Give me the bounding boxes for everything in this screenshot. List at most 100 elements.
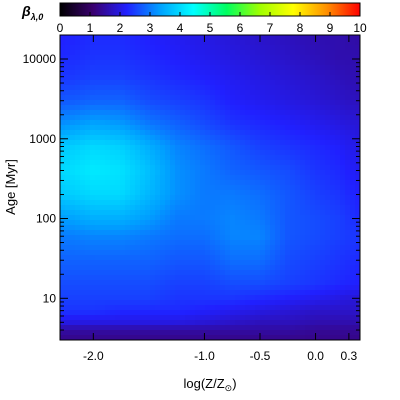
heatmap-cell bbox=[305, 35, 311, 41]
heatmap-cell bbox=[65, 260, 71, 266]
heatmap-cell bbox=[275, 230, 281, 236]
heatmap-cell bbox=[195, 90, 201, 96]
heatmap-cell bbox=[255, 105, 261, 111]
heatmap-cell bbox=[245, 230, 251, 236]
heatmap-cell bbox=[200, 100, 206, 106]
heatmap-cell bbox=[95, 305, 101, 311]
heatmap-cell bbox=[65, 125, 71, 131]
heatmap-cell bbox=[65, 255, 71, 261]
heatmap-cell bbox=[140, 245, 146, 251]
heatmap-cell bbox=[225, 110, 231, 116]
heatmap-cell bbox=[75, 280, 81, 286]
heatmap-cell bbox=[210, 130, 216, 136]
heatmap-cell bbox=[200, 315, 206, 321]
heatmap-cell bbox=[190, 255, 196, 261]
heatmap-cell bbox=[315, 120, 321, 126]
heatmap-cell bbox=[155, 305, 161, 311]
heatmap-cell bbox=[190, 325, 196, 331]
heatmap-cell bbox=[300, 85, 306, 91]
heatmap-cell bbox=[130, 260, 136, 266]
heatmap-cell bbox=[355, 265, 360, 271]
heatmap-cell bbox=[300, 35, 306, 41]
heatmap-cell bbox=[300, 240, 306, 246]
heatmap-cell bbox=[85, 155, 91, 161]
heatmap-cell bbox=[80, 330, 86, 336]
heatmap-cell bbox=[165, 100, 171, 106]
heatmap-cell bbox=[265, 45, 271, 51]
heatmap-cell bbox=[320, 140, 326, 146]
heatmap-cell bbox=[290, 190, 296, 196]
heatmap-cell bbox=[240, 80, 246, 86]
heatmap-cell bbox=[220, 195, 226, 201]
heatmap-cell bbox=[185, 115, 191, 121]
heatmap-cell bbox=[80, 190, 86, 196]
heatmap-cell bbox=[75, 240, 81, 246]
heatmap-cell bbox=[230, 80, 236, 86]
heatmap-cell bbox=[330, 285, 336, 291]
heatmap-cell bbox=[210, 165, 216, 171]
heatmap-cell bbox=[300, 140, 306, 146]
heatmap-cell bbox=[185, 50, 191, 56]
heatmap-cell bbox=[135, 65, 141, 71]
heatmap-cell bbox=[310, 330, 316, 336]
heatmap-cell bbox=[175, 265, 181, 271]
heatmap-cell bbox=[235, 95, 241, 101]
heatmap-cell bbox=[195, 55, 201, 61]
heatmap-cell bbox=[205, 75, 211, 81]
heatmap-cell bbox=[130, 50, 136, 56]
heatmap-cell bbox=[215, 245, 221, 251]
heatmap-cell bbox=[245, 140, 251, 146]
heatmap-cell bbox=[160, 330, 166, 336]
heatmap-cell bbox=[215, 330, 221, 336]
heatmap-cell bbox=[250, 315, 256, 321]
heatmap-cell bbox=[310, 200, 316, 206]
heatmap-cell bbox=[200, 255, 206, 261]
heatmap-cell bbox=[195, 215, 201, 221]
heatmap-cell bbox=[350, 110, 356, 116]
heatmap-cell bbox=[350, 300, 356, 306]
heatmap-cell bbox=[350, 40, 356, 46]
heatmap-cell bbox=[245, 75, 251, 81]
heatmap-cell bbox=[260, 35, 266, 41]
heatmap-cell bbox=[290, 220, 296, 226]
heatmap-cell bbox=[200, 265, 206, 271]
heatmap-cell bbox=[150, 65, 156, 71]
heatmap-cell bbox=[265, 295, 271, 301]
heatmap-cell bbox=[245, 220, 251, 226]
heatmap-cell bbox=[65, 275, 71, 281]
heatmap-cell bbox=[150, 325, 156, 331]
heatmap-cell bbox=[155, 155, 161, 161]
heatmap-cell bbox=[250, 245, 256, 251]
heatmap-cell bbox=[100, 115, 106, 121]
heatmap-cell bbox=[290, 105, 296, 111]
heatmap-cell bbox=[265, 230, 271, 236]
heatmap-cell bbox=[130, 165, 136, 171]
heatmap-cell bbox=[250, 105, 256, 111]
heatmap-cell bbox=[90, 110, 96, 116]
heatmap-cell bbox=[350, 140, 356, 146]
heatmap-cell bbox=[155, 230, 161, 236]
heatmap-cell bbox=[85, 35, 91, 41]
heatmap-cell bbox=[280, 70, 286, 76]
heatmap-cell bbox=[160, 45, 166, 51]
heatmap-cell bbox=[185, 135, 191, 141]
heatmap-cell bbox=[135, 185, 141, 191]
heatmap-cell bbox=[210, 190, 216, 196]
heatmap-cell bbox=[345, 205, 351, 211]
heatmap-cell bbox=[300, 220, 306, 226]
heatmap-cell bbox=[290, 165, 296, 171]
heatmap-cell bbox=[90, 305, 96, 311]
heatmap-cell bbox=[185, 265, 191, 271]
heatmap-cell bbox=[185, 190, 191, 196]
heatmap-cell bbox=[70, 335, 76, 340]
heatmap-cell bbox=[190, 115, 196, 121]
heatmap-cell bbox=[220, 140, 226, 146]
heatmap-cell bbox=[200, 155, 206, 161]
heatmap-cell bbox=[170, 40, 176, 46]
heatmap-cell bbox=[135, 305, 141, 311]
heatmap-cell bbox=[275, 170, 281, 176]
heatmap-cell bbox=[65, 315, 71, 321]
heatmap-cell bbox=[115, 80, 121, 86]
heatmap-cell bbox=[180, 275, 186, 281]
heatmap-cell bbox=[95, 310, 101, 316]
